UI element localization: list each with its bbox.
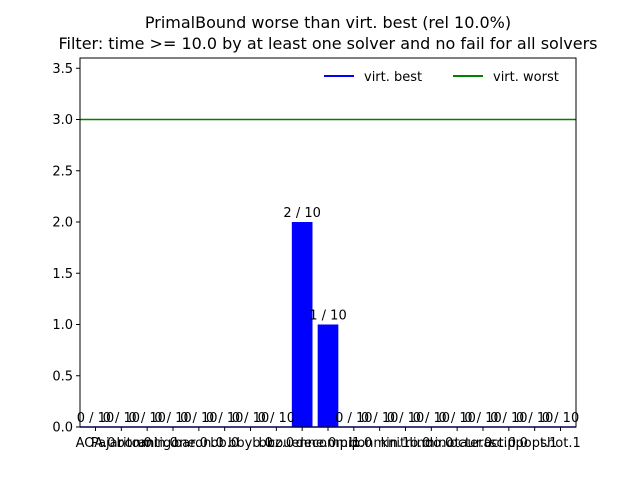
bar-decomp.1	[317, 324, 339, 427]
bar-label: 0 / 10	[180, 411, 217, 426]
bar-couenne.0	[291, 222, 313, 427]
x-tick-label: bonmin.0	[116, 436, 177, 451]
x-tick-label: ipopt.1	[512, 436, 558, 451]
x-tick-label: Pajarito.0	[91, 436, 152, 451]
x-tick-label: scip.0	[490, 436, 528, 451]
y-tick-label: 1.0	[52, 318, 73, 333]
bar-label: 0 / 10	[361, 411, 398, 426]
x-tick-label: lindo.0	[409, 436, 453, 451]
x-tick-label: minotaur.0	[422, 436, 492, 451]
y-tick-label: 2.0	[52, 216, 73, 231]
bar-label: 1 / 10	[309, 309, 346, 324]
legend-label: virt. best	[364, 70, 422, 85]
x-tick-label: decomp.1	[296, 436, 361, 451]
bar-label: 0 / 10	[154, 411, 191, 426]
chart-title: PrimalBound worse than virt. best (rel 1…	[145, 13, 511, 32]
bar-label: 0 / 10	[542, 411, 579, 426]
x-tick-label: couenne.0	[268, 436, 336, 451]
x-tick-label: bonmin.1	[349, 436, 410, 451]
bar-label: 0 / 10	[516, 411, 553, 426]
bar-label: 0 / 10	[206, 411, 243, 426]
y-tick-label: 0.0	[52, 421, 73, 436]
x-tick-label: bb.0	[210, 436, 239, 451]
x-tick-label: bbyb.0	[228, 436, 273, 451]
x-tick-label: bbz.0	[258, 436, 294, 451]
bar-label: 0 / 10	[258, 411, 295, 426]
plot-area: 0 / 100 / 100 / 100 / 100 / 100 / 100 / …	[52, 57, 581, 451]
y-tick-label: 3.0	[52, 113, 73, 128]
x-tick-label: shot.1	[540, 436, 580, 451]
bar-label: 2 / 10	[283, 206, 320, 221]
bar-label: 0 / 10	[103, 411, 140, 426]
chart-subtitle: Filter: time >= 10.0 by at least one sol…	[58, 34, 597, 53]
bar-label: 0 / 10	[387, 411, 424, 426]
legend-label: virt. worst	[493, 70, 559, 85]
bar-label: 0 / 10	[490, 411, 527, 426]
bar-label: 0 / 10	[335, 411, 372, 426]
bar-label: 0 / 10	[77, 411, 114, 426]
x-tick-label: octeract.0	[450, 436, 516, 451]
y-tick-label: 2.5	[52, 164, 73, 179]
x-tick-label: antigone.0	[138, 436, 208, 451]
bar-label: 0 / 10	[438, 411, 475, 426]
y-tick-label: 0.5	[52, 369, 73, 384]
legend: virt. best virt. worst	[324, 70, 559, 85]
x-tick-label: AOA.0	[76, 436, 116, 451]
y-tick-label: 1.5	[52, 267, 73, 282]
x-tick-label: knitro.0	[381, 436, 431, 451]
bar-label: 0 / 10	[413, 411, 450, 426]
bar-label: 0 / 10	[464, 411, 501, 426]
y-tick-label: 3.5	[52, 62, 73, 77]
bar-label: 0 / 10	[232, 411, 269, 426]
x-tick-label: baron.0	[174, 436, 224, 451]
x-tick-label: mip.0	[335, 436, 372, 451]
bar-label: 0 / 10	[128, 411, 165, 426]
